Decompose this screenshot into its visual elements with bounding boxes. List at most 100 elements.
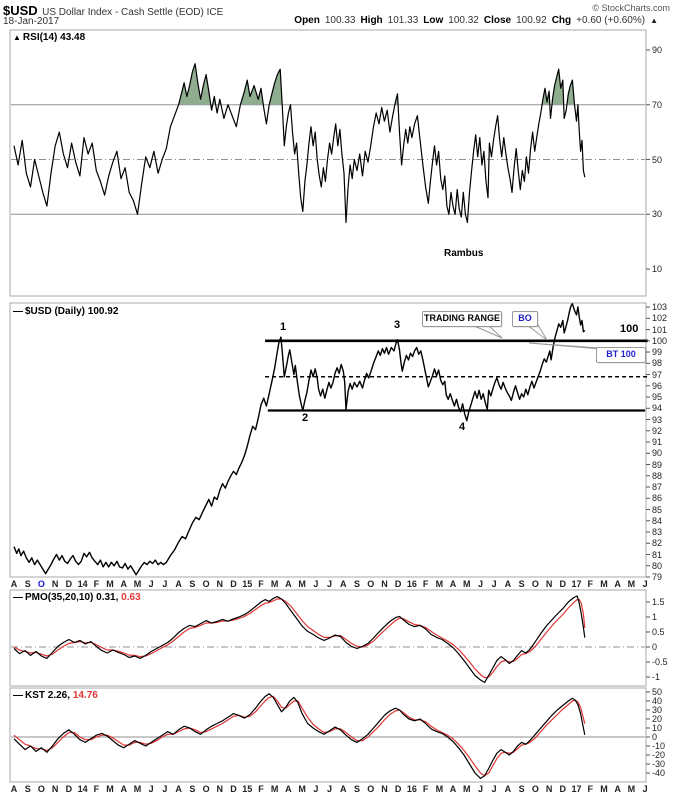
- month-label: D: [230, 784, 237, 794]
- month-label: O: [37, 784, 45, 794]
- pmo-y-tick-label: -0.5: [652, 657, 668, 667]
- month-label: M: [298, 784, 306, 794]
- backtest-callout: BT 100: [596, 347, 646, 363]
- quote-value: 100.33: [324, 15, 356, 26]
- month-label: D: [65, 784, 73, 794]
- level-100-label: 100: [620, 323, 639, 335]
- month-label: 14: [77, 579, 88, 589]
- rsi-y-tick-label: 30: [652, 209, 663, 220]
- month-label: J: [642, 579, 648, 589]
- rsi-legend: ▲ RSI(14) 43.48: [13, 32, 86, 43]
- kst-panel-border: [9, 687, 647, 783]
- price-y-tick-label: 103: [652, 302, 668, 313]
- price-y-tick-label: 80: [652, 560, 663, 571]
- point-3-label: 3: [394, 319, 401, 331]
- month-label: O: [37, 579, 45, 589]
- point-2-label: 2: [302, 412, 309, 424]
- month-label: 15: [242, 579, 253, 589]
- price-y-tick-label: 96: [652, 380, 663, 391]
- month-label: N: [381, 579, 388, 589]
- month-label: J: [162, 579, 168, 589]
- price-y-tick-label: 82: [652, 538, 663, 549]
- pmo-y-tick-label: 0.5: [652, 627, 665, 637]
- month-label: A: [449, 579, 457, 589]
- month-label: N: [51, 784, 59, 794]
- price-y-tick-label: 87: [652, 482, 663, 493]
- month-label: O: [202, 579, 210, 589]
- month-label: F: [422, 784, 429, 794]
- price-line: [13, 303, 586, 576]
- month-label: J: [491, 784, 497, 794]
- month-label: N: [381, 784, 388, 794]
- month-label: S: [189, 784, 196, 794]
- month-label: F: [93, 579, 100, 589]
- month-label: O: [367, 784, 375, 794]
- month-label: 17: [571, 784, 582, 794]
- month-label: S: [24, 784, 31, 794]
- rambus-watermark: Rambus: [444, 248, 484, 259]
- month-label: N: [545, 579, 553, 589]
- pmo-y-tick-label: 1: [652, 612, 658, 622]
- quote-label: Chg: [551, 15, 572, 26]
- line-marker-icon: —: [13, 690, 23, 701]
- month-label: M: [133, 784, 142, 794]
- price-y-tick-label: 100: [652, 335, 668, 346]
- quote-row: Open 100.33 High 101.33 Low 100.32 Close 100.92…: [294, 15, 658, 26]
- month-label: M: [106, 784, 114, 794]
- month-label: J: [477, 579, 483, 589]
- month-label: D: [559, 579, 567, 589]
- month-label: F: [258, 784, 264, 794]
- rsi-panel-border: [9, 29, 647, 297]
- quote-label: Close: [483, 15, 512, 26]
- line-marker-icon: —: [13, 592, 23, 603]
- month-label: N: [216, 579, 224, 589]
- month-label: J: [491, 579, 497, 589]
- price-y-tick-label: 98: [652, 358, 663, 369]
- month-label: F: [587, 579, 593, 589]
- month-label: M: [463, 579, 471, 589]
- month-label: A: [175, 579, 182, 589]
- kst-y-tick-label: 10: [652, 722, 663, 733]
- month-label: M: [298, 579, 306, 589]
- month-label: F: [93, 784, 100, 794]
- rsi-y-tick-label: 50: [652, 154, 663, 165]
- month-label: N: [545, 784, 553, 794]
- month-label: 17: [571, 579, 582, 589]
- price-y-tick-label: 94: [652, 403, 663, 414]
- month-label: F: [587, 784, 593, 794]
- pmo-signal-line: [13, 598, 586, 679]
- price-y-tick-label: 83: [652, 527, 663, 537]
- month-label: M: [435, 784, 444, 794]
- price-y-tick-label: 99: [652, 347, 663, 358]
- month-label: D: [230, 579, 237, 589]
- month-label: M: [106, 579, 114, 589]
- kst-y-tick-label: 20: [652, 713, 663, 724]
- kst-y-tick-label: -20: [652, 749, 666, 760]
- price-y-tick-label: 86: [652, 493, 663, 504]
- month-label: S: [24, 579, 31, 589]
- kst-y-tick-label: 30: [652, 704, 663, 715]
- price-y-tick-label: 91: [652, 437, 663, 448]
- month-label: S: [353, 784, 360, 794]
- kst-y-tick-label: 50: [652, 686, 663, 697]
- stockcharts-copyright: © StockCharts.com: [592, 3, 670, 13]
- rsi-y-tick-label: 70: [652, 99, 663, 110]
- quote-value: 100.92: [516, 15, 547, 26]
- month-label: F: [422, 579, 429, 589]
- quote-value: 101.33: [387, 15, 419, 26]
- price-y-tick-label: 93: [652, 414, 663, 425]
- price-y-tick-label: 90: [652, 448, 663, 459]
- kst-signal-value: 14.76: [72, 690, 98, 701]
- price-y-tick-label: 89: [652, 459, 663, 470]
- month-label: S: [518, 784, 525, 794]
- pmo-y-tick-label: -1: [652, 672, 661, 682]
- month-label: A: [10, 579, 18, 589]
- kst-y-tick-label: 40: [652, 695, 663, 706]
- month-label: S: [518, 579, 525, 589]
- month-label: A: [285, 579, 292, 589]
- pmo-signal-value: 0.63: [121, 592, 141, 603]
- rsi-y-tick-label: 10: [652, 264, 663, 275]
- month-label: D: [394, 784, 402, 794]
- month-label: J: [148, 784, 154, 794]
